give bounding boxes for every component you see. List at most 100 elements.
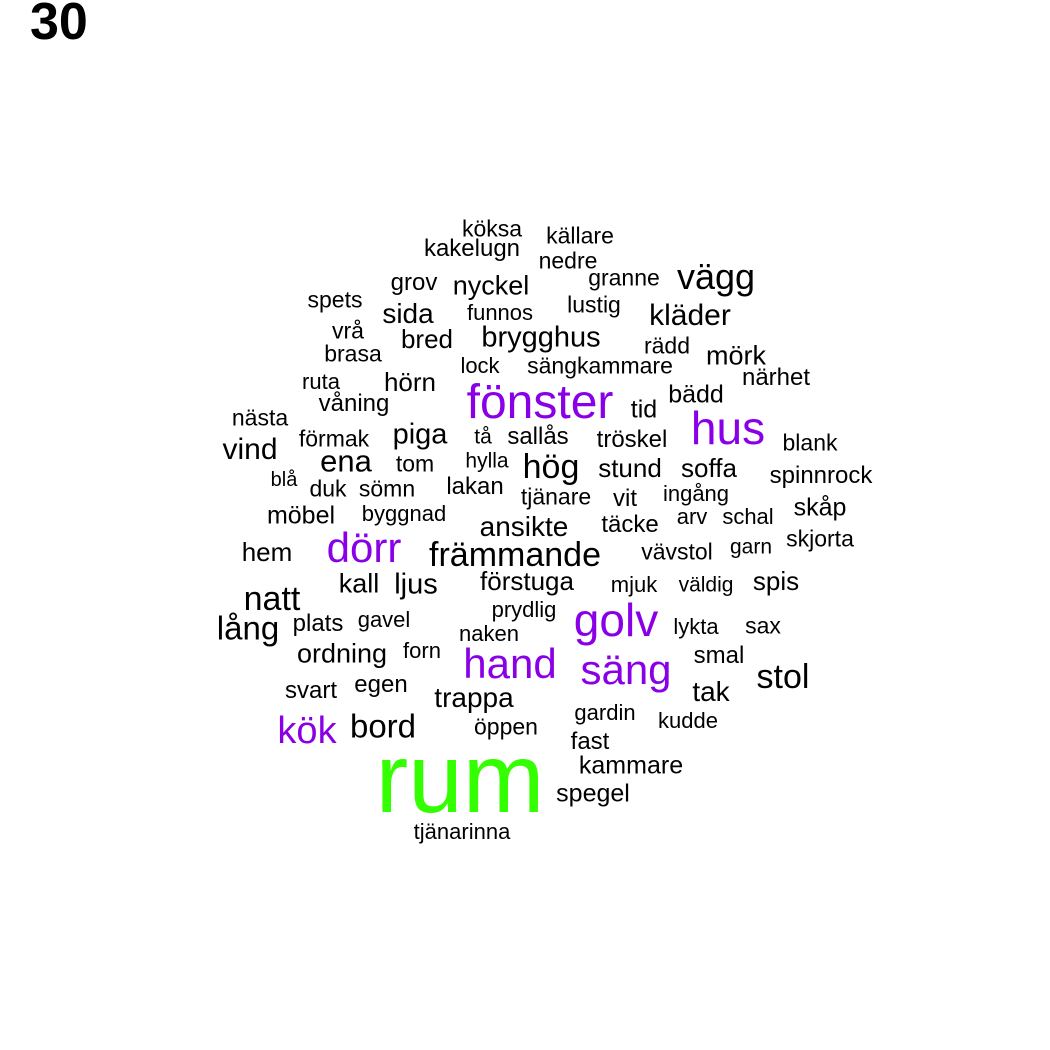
word-cloud-word: mjuk — [610, 572, 658, 597]
word-cloud-word: vägg — [676, 256, 756, 297]
word-cloud-word: hörn — [383, 367, 437, 397]
word-cloud-word: gavel — [357, 607, 411, 632]
word-cloud-word: vit — [613, 485, 637, 512]
word-cloud-word: spegel — [556, 779, 630, 808]
word-cloud-word: piga — [392, 418, 448, 451]
word-cloud-word: väldig — [678, 573, 734, 597]
word-cloud-word: brygghus — [481, 321, 601, 354]
word-cloud-word: tröskel — [596, 426, 668, 453]
word-cloud-word: svart — [284, 677, 338, 704]
word-cloud-word: prydlig — [491, 597, 557, 622]
word-cloud-word: hylla — [465, 449, 509, 473]
word-cloud-word: främmande — [429, 536, 601, 574]
word-cloud-word: spinnrock — [769, 462, 873, 489]
word-cloud-word: skjorta — [786, 525, 854, 552]
word-cloud-word: sallås — [507, 423, 569, 450]
word-cloud-word: funnos — [466, 300, 534, 325]
word-cloud-word: stund — [598, 453, 662, 483]
word-cloud-word: bord — [349, 707, 417, 745]
word-cloud-word: duk — [309, 475, 347, 502]
word-cloud-word: ena — [320, 443, 372, 479]
word-cloud-word: kudde — [658, 708, 718, 733]
word-cloud-word: soffa — [681, 453, 737, 483]
word-cloud-word: skåp — [793, 493, 847, 522]
word-cloud-word: gardin — [574, 700, 636, 725]
word-cloud-word: bred — [400, 324, 454, 354]
word-cloud-word: fönster — [466, 376, 614, 429]
word-cloud-word: mörk — [706, 340, 766, 371]
word-cloud-word: grov — [390, 269, 438, 296]
word-cloud-word: nyckel — [452, 270, 530, 301]
word-cloud-word: kök — [277, 710, 337, 752]
word-cloud-word: säng — [580, 646, 672, 693]
word-cloud-word: möbel — [266, 501, 336, 530]
word-cloud-word: hand — [463, 640, 557, 687]
word-cloud-word: sida — [382, 298, 434, 329]
word-cloud-word: lustig — [567, 291, 621, 318]
word-cloud-word: kammare — [578, 751, 684, 780]
word-cloud-word: förstuga — [480, 566, 574, 596]
word-cloud-word: schal — [722, 504, 774, 529]
word-cloud-word: lång — [216, 609, 280, 647]
word-cloud-word: ljus — [394, 568, 438, 601]
word-cloud-word: kall — [338, 568, 380, 599]
word-cloud-word: smal — [693, 642, 745, 669]
word-cloud-word: brasa — [324, 340, 382, 367]
word-cloud-word: vrå — [332, 317, 364, 344]
word-cloud-word: spets — [307, 286, 363, 313]
word-cloud-word: kläder — [649, 299, 731, 332]
word-cloud-word: tid — [630, 395, 658, 424]
word-cloud-word: fast — [570, 728, 610, 755]
word-cloud-word: täcke — [601, 511, 659, 538]
word-cloud-word: ordning — [296, 638, 388, 669]
word-cloud-word: våning — [318, 390, 390, 417]
word-cloud-word: köksa — [461, 215, 523, 242]
word-cloud-word: källare — [546, 222, 614, 249]
word-cloud-word: egen — [354, 671, 408, 698]
word-cloud-word: ansikte — [479, 511, 569, 542]
word-cloud-word: lykta — [673, 614, 719, 639]
word-cloud-word: lock — [460, 353, 500, 378]
word-cloud-word: rädd — [643, 332, 691, 359]
word-cloud-word: stol — [756, 658, 810, 696]
word-cloud-word: blank — [782, 429, 838, 456]
word-cloud-word: lakan — [446, 473, 504, 500]
word-cloud-word: tom — [395, 450, 435, 477]
word-cloud-word: nästa — [231, 404, 289, 431]
word-cloud-word: spis — [752, 566, 800, 596]
word-cloud-word: sax — [745, 612, 781, 639]
word-cloud-word: granne — [588, 264, 660, 291]
word-cloud-word: sängkammare — [527, 352, 673, 379]
word-cloud-word: rum — [375, 723, 545, 833]
word-cloud-word: vävstol — [641, 538, 713, 565]
word-cloud-word: plats — [292, 610, 344, 637]
word-cloud-word: hus — [690, 402, 766, 454]
word-cloud-word: natt — [243, 580, 301, 618]
word-cloud-word: trappa — [434, 682, 514, 713]
word-cloud-word: tjänarinna — [413, 819, 511, 844]
word-cloud-word: sömn — [358, 475, 416, 502]
word-cloud-word: byggnad — [361, 501, 447, 526]
word-cloud-word: naken — [459, 621, 519, 646]
word-cloud-word: hög — [522, 448, 580, 486]
word-cloud-word: bädd — [668, 380, 724, 409]
word-cloud-word: vind — [222, 433, 278, 466]
word-cloud-word: blå — [270, 469, 298, 491]
word-cloud-word: förmak — [298, 425, 370, 452]
word-cloud-word: forn — [403, 638, 441, 663]
word-cloud-word: ingång — [662, 481, 730, 506]
word-cloud-word: arv — [676, 504, 708, 529]
page-number: 30 — [30, 0, 88, 51]
word-cloud-word: närhet — [741, 364, 811, 391]
word-cloud-word: nedre — [538, 247, 598, 274]
word-cloud-word: tjänare — [520, 483, 592, 510]
word-cloud-word: hem — [241, 537, 293, 567]
word-cloud-word: kakelugn — [423, 235, 521, 262]
word-cloud-word: garn — [729, 535, 773, 559]
word-cloud-word: golv — [573, 594, 659, 646]
word-cloud-word: dörr — [326, 524, 402, 571]
word-cloud-word: öppen — [474, 713, 538, 740]
word-cloud-word: ruta — [302, 369, 340, 394]
word-cloud-word: tå — [474, 425, 492, 449]
